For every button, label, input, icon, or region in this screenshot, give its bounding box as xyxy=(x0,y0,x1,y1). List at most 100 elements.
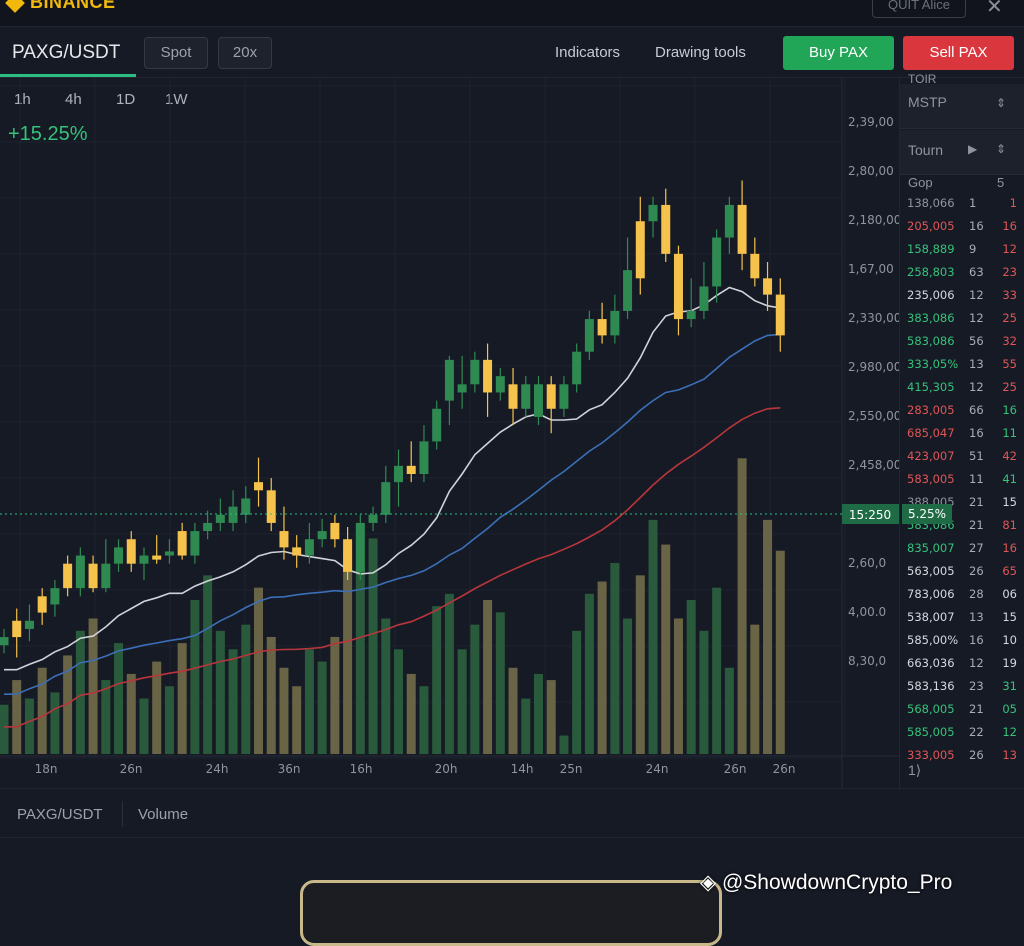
volume-bar xyxy=(750,624,760,754)
time-axis-label: 24h xyxy=(206,762,229,776)
order-book-row[interactable]: 333,005 26 13 xyxy=(907,748,1023,770)
ma-mid-line xyxy=(4,333,781,695)
candle-body xyxy=(114,547,124,564)
candle-body xyxy=(152,555,162,560)
order-qty: 56 xyxy=(969,334,984,348)
order-count: 65 xyxy=(1002,564,1017,578)
price-axis-label: 2,330,00 xyxy=(848,311,899,325)
leverage-tag[interactable]: 20x xyxy=(218,37,272,69)
order-book-row[interactable]: 585,00% 16 10 xyxy=(907,633,1023,655)
order-price: 563,005 xyxy=(907,564,955,578)
candle-body xyxy=(279,531,289,548)
volume-bar xyxy=(126,673,136,754)
timeframe-1d[interactable]: 1D xyxy=(116,91,136,108)
order-book-row[interactable]: 538,007 13 15 xyxy=(907,610,1023,632)
order-book-row[interactable]: 158,889 9 12 xyxy=(907,242,1023,264)
volume-bar xyxy=(623,618,633,754)
volume-bar xyxy=(254,587,264,754)
order-book-row[interactable]: 583,086 56 32 xyxy=(907,334,1023,356)
order-count: 19 xyxy=(1002,656,1017,670)
candle-body xyxy=(623,270,633,311)
order-book-row[interactable]: 583,136 23 31 xyxy=(907,679,1023,701)
order-price: 783,006 xyxy=(907,587,955,601)
volume-bar xyxy=(241,624,251,754)
order-book-row[interactable]: 423,007 51 42 xyxy=(907,449,1023,471)
drawing-tools-button[interactable]: Drawing tools xyxy=(655,44,746,61)
order-qty: 12 xyxy=(969,311,984,325)
order-price: 235,006 xyxy=(907,288,955,302)
time-axis-label: 26n xyxy=(773,762,796,776)
candle-body xyxy=(126,539,136,564)
tab-pair[interactable]: PAXG/USDT xyxy=(17,806,103,823)
spot-tag[interactable]: Spot xyxy=(144,37,208,69)
order-book-row[interactable]: 783,006 28 06 xyxy=(907,587,1023,609)
price-change-percent: +15.25% xyxy=(8,123,88,145)
candle-body xyxy=(470,359,480,385)
order-book-row[interactable]: 568,005 21 05 xyxy=(907,702,1023,724)
brand-logo[interactable]: BINANCE xyxy=(5,0,116,14)
candle-body xyxy=(406,465,416,474)
play-icon: ▶ xyxy=(968,142,978,156)
order-count: 42 xyxy=(1002,449,1017,463)
order-book-row[interactable]: 563,005 26 65 xyxy=(907,564,1023,586)
price-axis-label: 2,60,0 xyxy=(848,556,886,570)
timeframe-4h[interactable]: 4h xyxy=(65,91,82,108)
order-book-row[interactable]: 415,305 12 25 xyxy=(907,380,1023,402)
order-book-row[interactable]: 205,005 16 16 xyxy=(907,219,1023,241)
candle-body xyxy=(597,319,607,336)
volume-bar xyxy=(75,630,85,754)
time-axis: 18n 26n 24h 36n 16h 20h 14h 25n 24n 26n 26n xyxy=(35,762,796,776)
timeframe-1h[interactable]: 1h xyxy=(14,91,31,108)
select-mstp[interactable]: MSTP ⇕ xyxy=(900,84,1024,129)
order-book-row[interactable]: 283,005 66 16 xyxy=(907,403,1023,425)
volume-bar xyxy=(266,636,276,754)
order-qty: 12 xyxy=(969,288,984,302)
order-price: 205,005 xyxy=(907,219,955,233)
close-icon[interactable]: ✕ xyxy=(986,0,1003,18)
order-book-row[interactable]: 333,05% 13 55 xyxy=(907,357,1023,379)
order-price: 283,005 xyxy=(907,403,955,417)
pair-title[interactable]: PAXG/USDT xyxy=(12,42,121,63)
bottom-action-pill[interactable] xyxy=(300,880,722,946)
order-price: 415,305 xyxy=(907,380,955,394)
indicators-button[interactable]: Indicators xyxy=(555,44,621,61)
brand-name: BINANCE xyxy=(30,0,116,12)
order-count: 12 xyxy=(1002,242,1017,256)
top-right-button[interactable]: QUIT Alice xyxy=(872,0,966,18)
candle-body xyxy=(203,522,213,532)
candle-body xyxy=(215,514,225,523)
candle-body xyxy=(63,563,73,589)
order-book-row[interactable]: 663,036 12 19 xyxy=(907,656,1023,678)
time-axis-label: 16h xyxy=(350,762,373,776)
tab-volume[interactable]: Volume xyxy=(138,806,189,823)
select-tourn[interactable]: Tourn ▶ ⇕ xyxy=(900,130,1024,175)
candle-body xyxy=(763,278,773,295)
order-book-row[interactable]: 835,007 27 16 xyxy=(907,541,1023,563)
candlestick-chart[interactable]: 2,39,00 2,80,00 2,180,00 1,67,00 2,330,00 2,9… xyxy=(0,78,899,788)
volume-bar xyxy=(419,686,429,754)
order-book-row[interactable]: 258,803 63 23 xyxy=(907,265,1023,287)
order-book-row[interactable]: 685,047 16 11 xyxy=(907,426,1023,448)
order-book-row[interactable]: 583,005 11 41 xyxy=(907,472,1023,494)
panel-nav-icon[interactable]: 1⟩ xyxy=(908,762,922,778)
volume-bar xyxy=(444,593,454,754)
volume-bar xyxy=(559,735,569,754)
buy-button[interactable]: Buy PAX xyxy=(783,36,894,70)
candle-body xyxy=(432,408,442,442)
current-price-tag xyxy=(842,504,899,524)
order-book-row[interactable]: 585,005 22 12 xyxy=(907,725,1023,747)
order-count: 05 xyxy=(1002,702,1017,716)
order-price: 383,086 xyxy=(907,311,955,325)
order-qty: 21 xyxy=(969,518,984,532)
candle-body xyxy=(101,563,111,589)
order-book-row[interactable]: 138,066 1 1 xyxy=(907,196,1023,218)
price-axis-label: 2,39,00 xyxy=(848,115,894,129)
candle-body xyxy=(457,384,467,393)
volume-bar xyxy=(661,544,671,754)
order-book-row[interactable]: 235,006 12 33 xyxy=(907,288,1023,310)
current-price-value: 15:250 xyxy=(849,508,891,522)
order-qty: 1 xyxy=(969,196,977,210)
timeframe-1w[interactable]: 1W xyxy=(165,91,188,108)
order-book-row[interactable]: 383,086 12 25 xyxy=(907,311,1023,333)
sell-button[interactable]: Sell PAX xyxy=(903,36,1014,70)
